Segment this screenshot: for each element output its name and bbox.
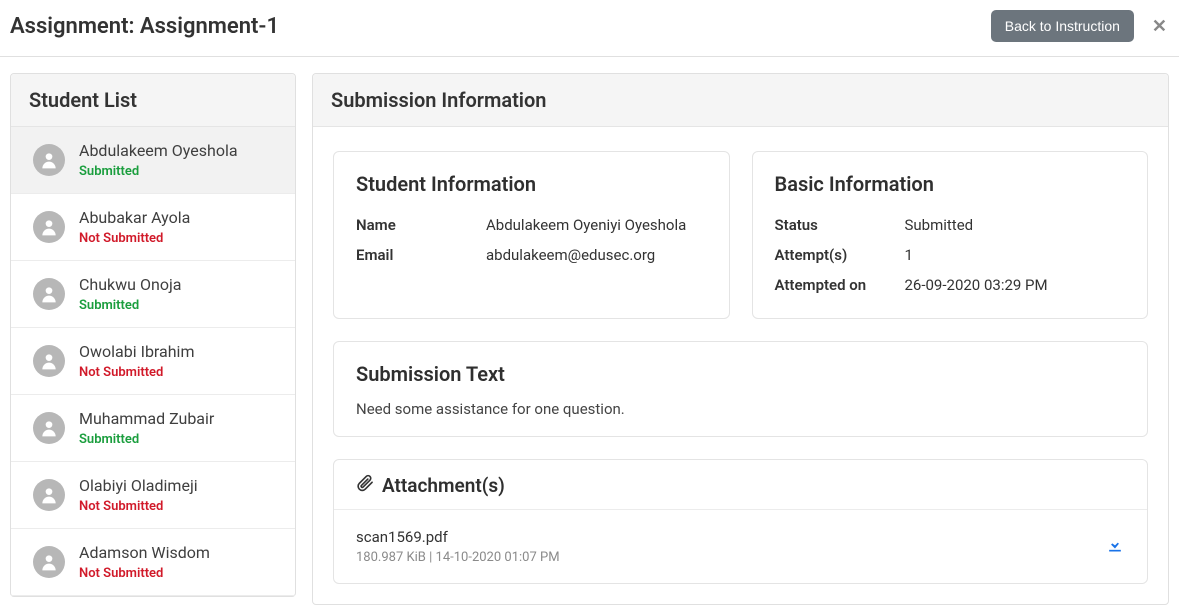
student-text: Olabiyi Oladimeji Not Submitted xyxy=(79,476,198,514)
student-name-value: Abdulakeem Oyeniyi Oyeshola xyxy=(486,216,686,234)
attempts-row: Attempt(s) 1 xyxy=(775,240,1126,270)
avatar-icon xyxy=(33,278,65,310)
student-email-label: Email xyxy=(356,246,486,264)
student-list-item[interactable]: Abubakar Ayola Not Submitted xyxy=(11,194,295,261)
main-layout: Student List Abdulakeem Oyeshola Submitte… xyxy=(0,57,1179,605)
student-name-row: Name Abdulakeem Oyeniyi Oyeshola xyxy=(356,210,707,240)
attachments-title: Attachment(s) xyxy=(382,474,505,497)
attempts-value: 1 xyxy=(905,246,913,264)
student-status: Submitted xyxy=(79,164,238,179)
student-list-item[interactable]: Abdulakeem Oyeshola Submitted xyxy=(11,127,295,194)
student-status: Not Submitted xyxy=(79,566,210,581)
attachment-row: scan1569.pdf 180.987 KiB | 14-10-2020 01… xyxy=(334,510,1147,583)
student-status: Submitted xyxy=(79,298,181,313)
status-label: Status xyxy=(775,216,905,234)
student-status: Submitted xyxy=(79,432,214,447)
paperclip-icon xyxy=(356,474,374,497)
student-info-card: Student Information Name Abdulakeem Oyen… xyxy=(333,151,730,319)
attachment-filename: scan1569.pdf xyxy=(356,528,560,546)
avatar-icon xyxy=(33,479,65,511)
student-text: Owolabi Ibrahim Not Submitted xyxy=(79,342,194,380)
submission-text-title: Submission Text xyxy=(356,362,1125,386)
status-row: Status Submitted xyxy=(775,210,1126,240)
avatar-icon xyxy=(33,345,65,377)
student-text: Chukwu Onoja Submitted xyxy=(79,275,181,313)
basic-info-title: Basic Information xyxy=(775,172,1126,196)
status-value: Submitted xyxy=(905,216,974,234)
submission-heading: Submission Information xyxy=(313,74,1168,127)
submission-text-body: Need some assistance for one question. xyxy=(356,400,1125,418)
page-title: Assignment: Assignment-1 xyxy=(10,14,279,39)
close-icon[interactable]: ✕ xyxy=(1152,16,1167,37)
attempted-on-label: Attempted on xyxy=(775,276,905,294)
student-name: Olabiyi Oladimeji xyxy=(79,476,198,495)
student-name-label: Name xyxy=(356,216,486,234)
student-name: Adamson Wisdom xyxy=(79,543,210,562)
avatar-icon xyxy=(33,546,65,578)
student-status: Not Submitted xyxy=(79,365,194,380)
student-name: Chukwu Onoja xyxy=(79,275,181,294)
student-list-item[interactable]: Chukwu Onoja Submitted xyxy=(11,261,295,328)
attempted-on-value: 26-09-2020 03:29 PM xyxy=(905,276,1048,294)
student-list-item[interactable]: Adamson Wisdom Not Submitted xyxy=(11,529,295,596)
student-list-item[interactable]: Owolabi Ibrahim Not Submitted xyxy=(11,328,295,395)
attachment-info: scan1569.pdf 180.987 KiB | 14-10-2020 01… xyxy=(356,528,560,565)
student-status: Not Submitted xyxy=(79,499,198,514)
avatar-icon xyxy=(33,412,65,444)
download-icon[interactable] xyxy=(1105,534,1125,559)
header-actions: Back to Instruction ✕ xyxy=(991,10,1167,42)
student-email-row: Email abdulakeem@edusec.org xyxy=(356,240,707,270)
attempts-label: Attempt(s) xyxy=(775,246,905,264)
student-text: Adamson Wisdom Not Submitted xyxy=(79,543,210,581)
student-list-item[interactable]: Muhammad Zubair Submitted xyxy=(11,395,295,462)
student-text: Abubakar Ayola Not Submitted xyxy=(79,208,190,246)
basic-info-card: Basic Information Status Submitted Attem… xyxy=(752,151,1149,319)
student-name: Abdulakeem Oyeshola xyxy=(79,141,238,160)
attachment-meta: 180.987 KiB | 14-10-2020 01:07 PM xyxy=(356,550,560,565)
student-name: Abubakar Ayola xyxy=(79,208,190,227)
student-list-panel: Student List Abdulakeem Oyeshola Submitte… xyxy=(10,73,296,605)
student-info-title: Student Information xyxy=(356,172,707,196)
student-list-item[interactable]: Olabiyi Oladimeji Not Submitted xyxy=(11,462,295,529)
student-text: Abdulakeem Oyeshola Submitted xyxy=(79,141,238,179)
attachments-header: Attachment(s) xyxy=(356,474,1125,497)
student-list-heading: Student List xyxy=(11,74,295,127)
attachments-card: Attachment(s) scan1569.pdf 180.987 KiB |… xyxy=(333,459,1148,584)
submission-text-card: Submission Text Need some assistance for… xyxy=(333,341,1148,437)
student-list[interactable]: Abdulakeem Oyeshola Submitted Abubakar Ayo… xyxy=(11,127,295,596)
submission-panel: Submission Information Student Informati… xyxy=(312,73,1169,605)
student-name: Owolabi Ibrahim xyxy=(79,342,194,361)
avatar-icon xyxy=(33,211,65,243)
student-status: Not Submitted xyxy=(79,231,190,246)
student-email-value: abdulakeem@edusec.org xyxy=(486,246,655,264)
back-to-instruction-button[interactable]: Back to Instruction xyxy=(991,10,1134,42)
student-name: Muhammad Zubair xyxy=(79,409,214,428)
avatar-icon xyxy=(33,144,65,176)
student-text: Muhammad Zubair Submitted xyxy=(79,409,214,447)
page-header: Assignment: Assignment-1 Back to Instruc… xyxy=(0,0,1179,57)
attempted-on-row: Attempted on 26-09-2020 03:29 PM xyxy=(775,270,1126,300)
